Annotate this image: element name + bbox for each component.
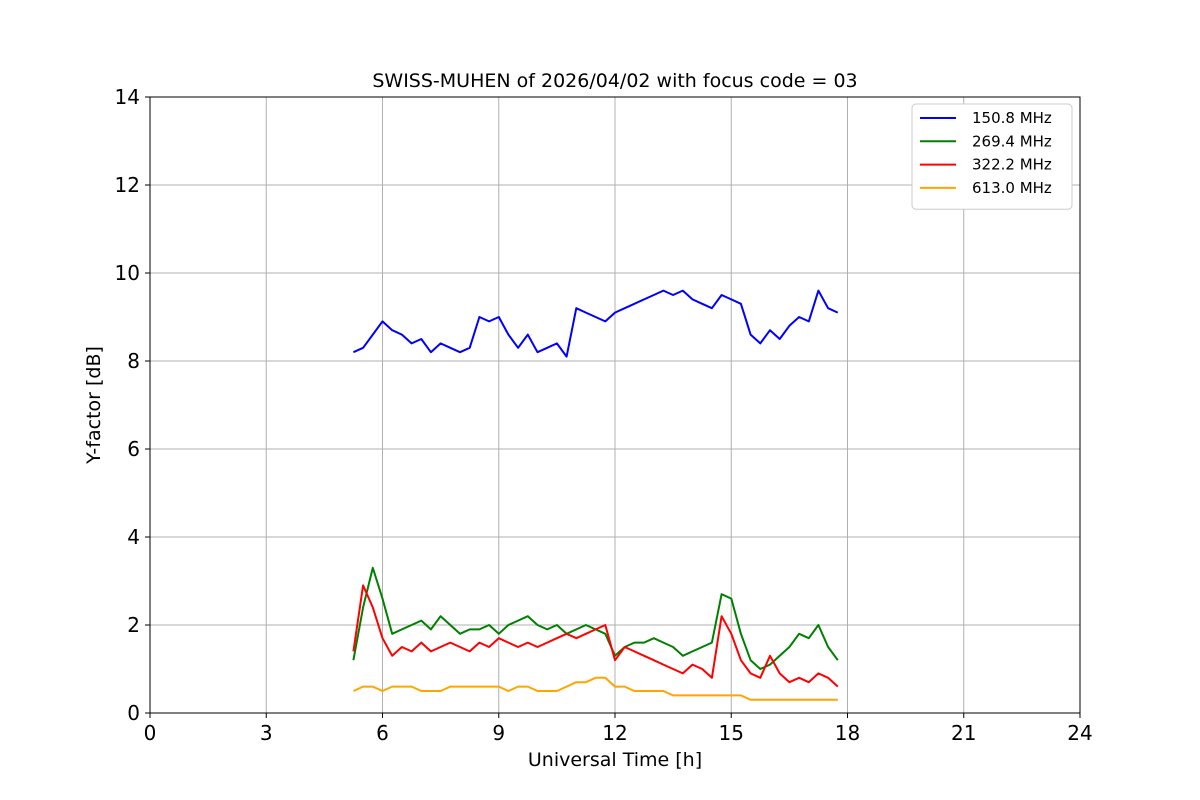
y-tick-label: 12	[115, 173, 140, 197]
y-tick-label: 2	[127, 613, 140, 637]
x-tick-label: 3	[260, 721, 273, 745]
y-tick-label: 10	[115, 261, 140, 285]
legend: 150.8 MHz 269.4 MHz 322.2 MHz 613.0 MHz	[911, 103, 1073, 210]
x-tick-label: 18	[835, 721, 860, 745]
x-tick-label: 0	[144, 721, 157, 745]
y-tick-label: 0	[127, 701, 140, 725]
y-tick-label: 8	[127, 349, 140, 373]
series-line-2	[352, 584, 839, 688]
x-tick-label: 9	[492, 721, 505, 745]
x-tick-label: 6	[376, 721, 389, 745]
x-tick-label: 15	[719, 721, 744, 745]
legend-label: 613.0 MHz	[972, 179, 1052, 197]
x-tick-label: 12	[602, 721, 627, 745]
y-tick-label: 4	[127, 525, 140, 549]
legend-label: 269.4 MHz	[972, 132, 1052, 150]
legend-box	[911, 103, 1073, 210]
legend-label: 150.8 MHz	[972, 109, 1052, 127]
y-axis-label: Y-factor [dB]	[83, 346, 105, 465]
chart-title: SWISS-MUHEN of 2026/04/02 with focus cod…	[372, 70, 857, 92]
x-axis-label: Universal Time [h]	[528, 749, 702, 771]
y-tick-label: 6	[127, 437, 140, 461]
x-tick-label: 24	[1067, 721, 1092, 745]
x-tick-label: 21	[951, 721, 976, 745]
series-layer	[352, 289, 839, 701]
series-line-3	[352, 676, 838, 701]
legend-label: 322.2 MHz	[972, 156, 1052, 174]
y-tick-label: 14	[115, 85, 140, 109]
series-line-0	[352, 289, 839, 358]
